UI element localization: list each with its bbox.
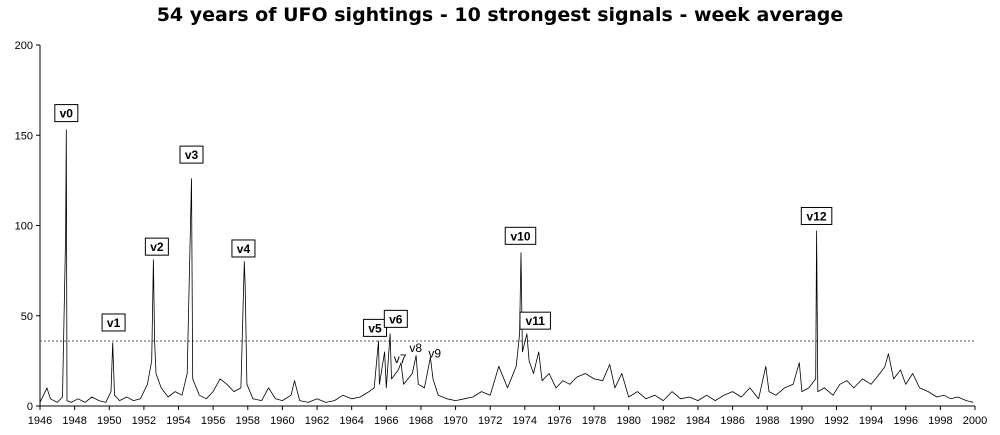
x-tick-label: 1994 xyxy=(859,415,883,427)
signal-label-box xyxy=(800,206,833,225)
x-tick-label: 1986 xyxy=(720,415,744,427)
x-tick-label: 2000 xyxy=(963,415,987,427)
x-tick-label: 1956 xyxy=(201,415,225,427)
x-tick-label: 1948 xyxy=(62,415,86,427)
x-tick-label: 1976 xyxy=(547,415,571,427)
x-tick-label: 1980 xyxy=(616,415,640,427)
signal-label-box xyxy=(231,239,256,258)
x-tick-label: 1966 xyxy=(374,415,398,427)
x-tick-label: 1978 xyxy=(582,415,606,427)
signal-label-v11: v11 xyxy=(526,314,546,328)
x-tick-label: 1968 xyxy=(409,415,433,427)
signal-label-v2: v2 xyxy=(150,240,164,254)
signal-label-v5: v5 xyxy=(368,321,382,335)
signal-label-box xyxy=(504,226,537,245)
signal-label-box xyxy=(101,313,126,332)
y-tick-label: 150 xyxy=(15,130,33,142)
signal-label-v0: v0 xyxy=(60,107,74,121)
x-tick-label: 1992 xyxy=(824,415,848,427)
signal-label-v6: v6 xyxy=(389,312,403,326)
signal-label-v4: v4 xyxy=(237,242,251,256)
signal-label-v8: v8 xyxy=(409,341,422,355)
y-tick-label: 0 xyxy=(27,401,33,413)
y-tick-label: 50 xyxy=(21,311,33,323)
signal-label-v9: v9 xyxy=(428,347,441,361)
x-tick-label: 1996 xyxy=(893,415,917,427)
x-tick-label: 1962 xyxy=(305,415,329,427)
x-tick-label: 1970 xyxy=(443,415,467,427)
x-tick-label: 1964 xyxy=(339,415,363,427)
x-tick-label: 1982 xyxy=(651,415,675,427)
axes: 0 50 100 150 200 1946 1948 1950 1952 1954 1956 1958… xyxy=(15,40,988,427)
signal-label-box xyxy=(144,237,169,256)
signal-label-box xyxy=(383,309,408,328)
signal-label-v12: v12 xyxy=(807,209,827,223)
signal-label-v3: v3 xyxy=(185,148,199,162)
x-tick-label: 1950 xyxy=(97,415,121,427)
signal-label-v7: v7 xyxy=(394,352,407,366)
x-tick-label: 1974 xyxy=(513,415,537,427)
x-tick-label: 1990 xyxy=(790,415,814,427)
x-tick-label: 1984 xyxy=(686,415,710,427)
x-tick-label: 1960 xyxy=(270,415,294,427)
x-tick-label: 1954 xyxy=(166,415,190,427)
signal-label-v10: v10 xyxy=(510,229,530,243)
x-tick-label: 1972 xyxy=(478,415,502,427)
x-tick-label: 1946 xyxy=(28,415,52,427)
signal-label-box xyxy=(363,318,388,337)
x-tick-label: 1998 xyxy=(928,415,952,427)
x-tick-label: 1988 xyxy=(755,415,779,427)
signal-label-box xyxy=(519,311,551,330)
chart-title: 54 years of UFO sightings - 10 strongest… xyxy=(156,4,844,26)
signal-label-v1: v1 xyxy=(107,316,121,330)
x-tick-label: 1952 xyxy=(132,415,156,427)
signal-label-box xyxy=(179,145,204,164)
signal-label-box xyxy=(54,104,79,123)
y-tick-label: 100 xyxy=(15,221,33,233)
series-line xyxy=(39,129,974,403)
x-tick-label: 1958 xyxy=(236,415,260,427)
y-tick-label: 200 xyxy=(15,40,33,52)
series-layer xyxy=(39,129,974,403)
